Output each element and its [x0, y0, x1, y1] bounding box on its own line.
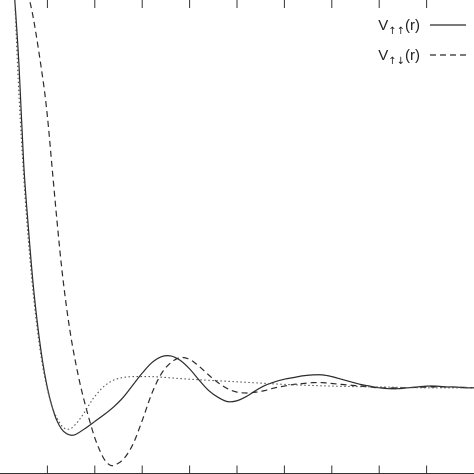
legend-label: V↑↑(r) [378, 17, 420, 37]
legend-label: V↑↓(r) [378, 47, 420, 67]
series-line-dashed [28, 0, 474, 467]
legend-entry: V↑↓(r) [378, 47, 466, 67]
plot-area [14, 0, 474, 467]
legend-entry: V↑↑(r) [378, 17, 466, 37]
series-line-solid [14, 0, 474, 436]
legend: V↑↑(r) V↑↓(r) [378, 17, 466, 67]
